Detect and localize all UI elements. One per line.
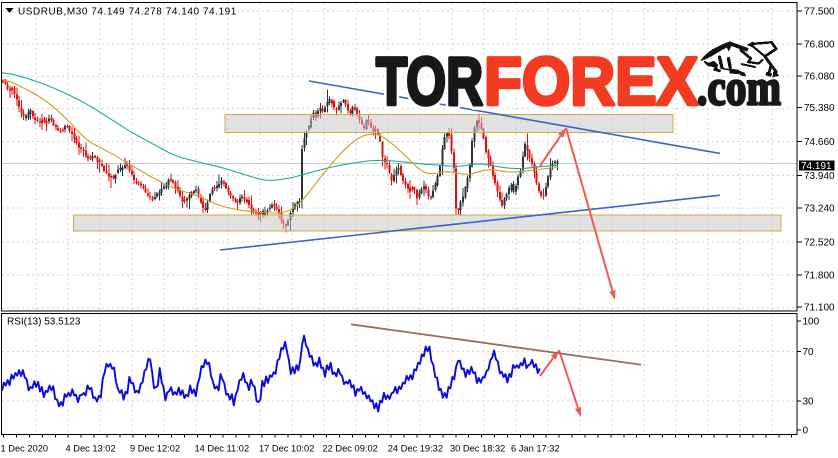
svg-text:TOR: TOR xyxy=(376,44,483,120)
svg-text:30: 30 xyxy=(803,397,815,408)
svg-text:6 Jan 17:32: 6 Jan 17:32 xyxy=(511,444,560,454)
svg-text:FOREX: FOREX xyxy=(484,44,698,120)
svg-text:74.660: 74.660 xyxy=(804,137,835,148)
svg-text:1 Dec 2020: 1 Dec 2020 xyxy=(1,444,49,454)
svg-text:USDRUB,M30 74.149 74.278 74.1: USDRUB,M30 74.149 74.278 74.140 74.191 xyxy=(18,7,237,18)
svg-text:0: 0 xyxy=(803,426,809,437)
svg-text:TOR: TOR xyxy=(376,44,483,120)
svg-text:24 Dec 19:32: 24 Dec 19:32 xyxy=(388,444,443,454)
svg-text:FOREX: FOREX xyxy=(484,44,698,120)
svg-text:17 Dec 10:02: 17 Dec 10:02 xyxy=(259,444,314,454)
svg-text:71.100: 71.100 xyxy=(804,303,835,314)
svg-text:14 Dec 11:02: 14 Dec 11:02 xyxy=(195,444,250,454)
svg-text:75.380: 75.380 xyxy=(804,103,835,114)
svg-text:9 Dec 12:02: 9 Dec 12:02 xyxy=(130,444,180,454)
svg-text:RSI(13) 53.5123: RSI(13) 53.5123 xyxy=(7,317,81,328)
svg-text:100: 100 xyxy=(803,317,820,328)
svg-text:74.191: 74.191 xyxy=(801,161,832,172)
svg-text:.com: .com xyxy=(697,61,781,117)
svg-text:4 Dec 13:02: 4 Dec 13:02 xyxy=(66,444,116,454)
svg-text:70: 70 xyxy=(803,347,815,358)
svg-text:73.940: 73.940 xyxy=(804,171,835,182)
svg-text:22 Dec 09:02: 22 Dec 09:02 xyxy=(323,444,378,454)
svg-text:30 Dec 18:32: 30 Dec 18:32 xyxy=(450,444,505,454)
svg-text:76.800: 76.800 xyxy=(804,40,835,51)
svg-text:.com: .com xyxy=(697,61,781,117)
svg-text:76.080: 76.080 xyxy=(804,72,835,83)
svg-text:72.520: 72.520 xyxy=(804,238,835,249)
svg-text:73.240: 73.240 xyxy=(804,204,835,215)
svg-text:77.500: 77.500 xyxy=(804,7,835,18)
svg-text:71.800: 71.800 xyxy=(804,271,835,282)
